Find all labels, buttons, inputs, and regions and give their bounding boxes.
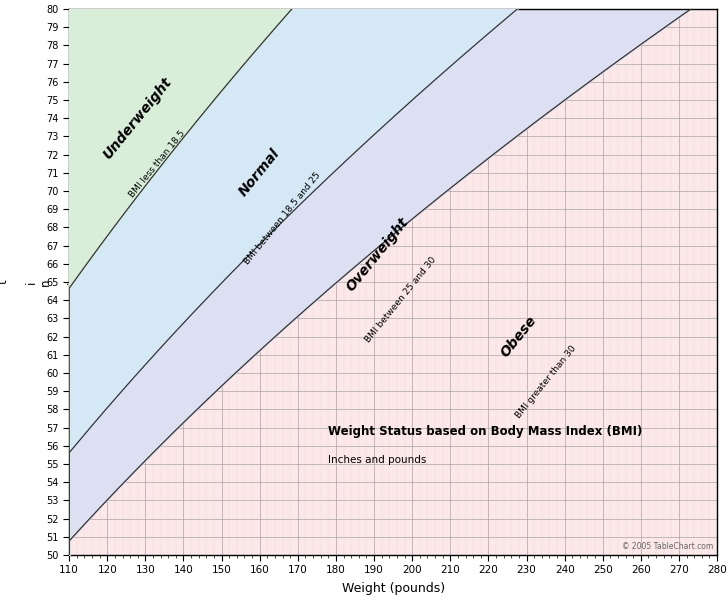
Text: Underweight: Underweight — [100, 74, 175, 162]
Text: BMI greater than 30: BMI greater than 30 — [513, 344, 577, 420]
Text: Inches and pounds: Inches and pounds — [328, 455, 427, 466]
Text: Obese: Obese — [498, 313, 539, 360]
Text: BMI between 18.5 and 25: BMI between 18.5 and 25 — [242, 170, 323, 266]
Text: Overweight: Overweight — [344, 215, 412, 294]
Text: Normal: Normal — [237, 146, 283, 199]
X-axis label: Weight (pounds): Weight (pounds) — [341, 583, 445, 595]
Text: © 2005 TableChart.com: © 2005 TableChart.com — [622, 542, 713, 551]
Text: Weight Status based on Body Mass Index (BMI): Weight Status based on Body Mass Index (… — [328, 425, 643, 438]
Text: BMI less than 18.5: BMI less than 18.5 — [127, 128, 186, 199]
Text: BMI between 25 and 30: BMI between 25 and 30 — [363, 256, 438, 345]
Y-axis label: H
e
i
g
h
t

i
n

i
n
c
h
e
s: H e i g h t i n i n c h e s — [0, 278, 149, 286]
